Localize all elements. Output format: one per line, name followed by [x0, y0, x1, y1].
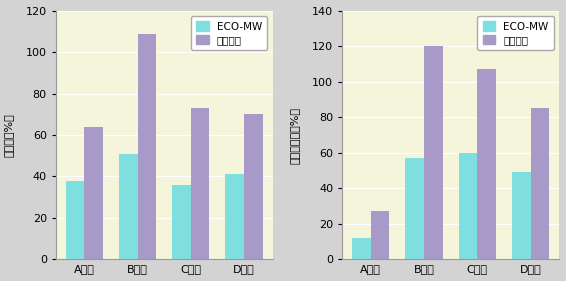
Bar — [458, 153, 477, 259]
Bar — [371, 211, 389, 259]
Bar — [352, 238, 371, 259]
Bar — [424, 46, 443, 259]
Bar — [172, 185, 191, 259]
Bar — [477, 69, 496, 259]
Bar — [119, 154, 138, 259]
Bar — [138, 34, 156, 259]
Bar — [191, 108, 209, 259]
Bar — [512, 172, 530, 259]
Text: 注入率（%）: 注入率（%） — [3, 113, 13, 157]
Bar — [66, 181, 84, 259]
Legend: ECO-MW, 従来工法: ECO-MW, 従来工法 — [191, 16, 267, 50]
Bar — [244, 114, 263, 259]
Legend: ECO-MW, 従来工法: ECO-MW, 従来工法 — [477, 16, 554, 50]
Bar — [84, 127, 103, 259]
Bar — [225, 175, 244, 259]
Text: 泥土発生率（%）: 泥土発生率（%） — [290, 106, 299, 164]
Bar — [530, 108, 549, 259]
Bar — [405, 158, 424, 259]
